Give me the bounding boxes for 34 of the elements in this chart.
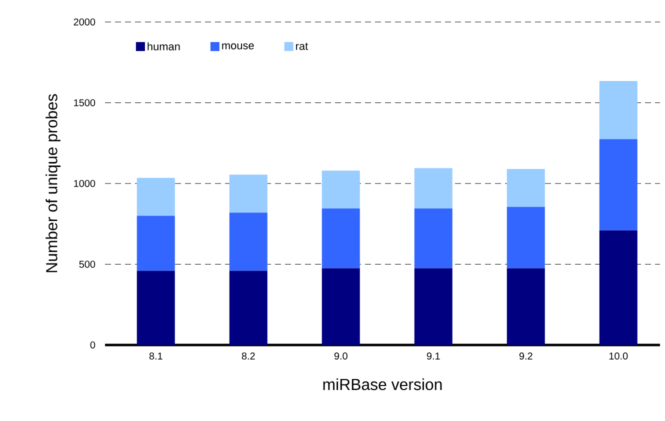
bar <box>229 174 268 213</box>
x-tick-label: 9.0 <box>334 352 348 360</box>
bar <box>506 206 545 268</box>
bar <box>136 178 175 216</box>
bar <box>599 139 638 230</box>
y-tick-label: 2000 <box>74 18 96 26</box>
y-tick-label: 0 <box>90 341 96 349</box>
bar <box>229 212 268 271</box>
x-tick-label: 8.1 <box>149 352 162 360</box>
legend-label: mouse <box>222 43 254 50</box>
y-tick-label: 1000 <box>74 180 96 188</box>
x-tick-label: 9.1 <box>426 352 440 360</box>
bar <box>414 168 452 209</box>
bar <box>506 268 545 345</box>
bar <box>322 268 360 345</box>
y-axis-title: Number of unique probes <box>46 94 60 272</box>
bar <box>414 208 452 268</box>
legend-label: human <box>148 42 180 50</box>
bar <box>322 170 360 209</box>
bar <box>136 270 175 345</box>
x-tick-label: 9.2 <box>519 352 532 360</box>
x-tick-label: 8.2 <box>242 352 255 360</box>
bar <box>506 168 545 207</box>
bar <box>599 230 638 345</box>
x-tick-label: 10.0 <box>609 352 628 360</box>
bar <box>414 268 452 345</box>
x-axis-title: miRBase version <box>323 378 442 390</box>
y-tick-label: 500 <box>79 260 96 268</box>
bar <box>322 208 360 268</box>
bar <box>229 270 268 345</box>
bar <box>599 80 638 140</box>
bar <box>136 216 175 271</box>
y-tick-label: 1500 <box>74 99 96 106</box>
legend-label: rat <box>296 42 308 50</box>
